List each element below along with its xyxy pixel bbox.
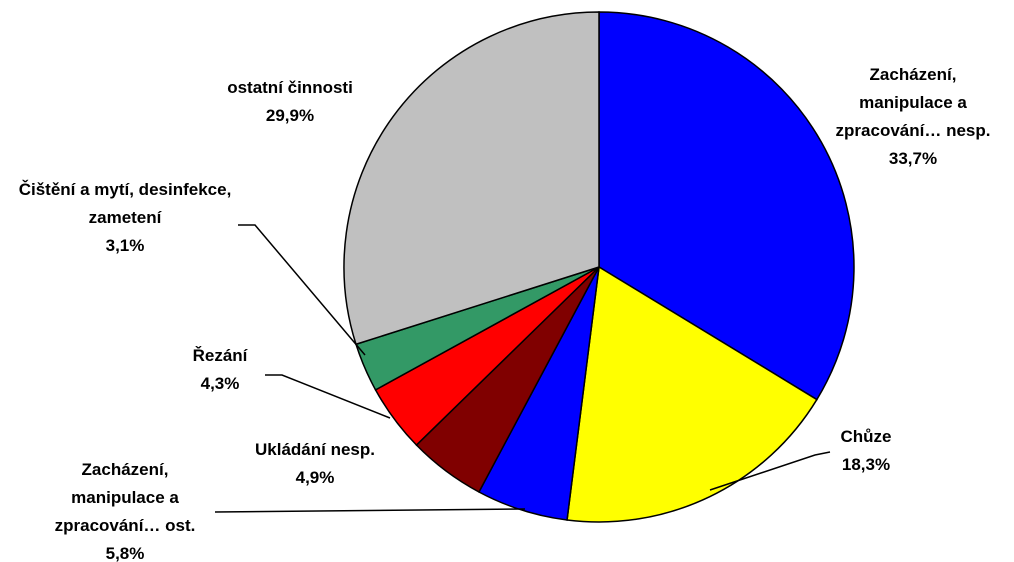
leader-line <box>238 224 366 356</box>
pie-slice <box>343 11 600 346</box>
slice-label: Chůze 18,3% <box>806 423 926 479</box>
slice-value: 18,3% <box>841 455 891 474</box>
pie-slice <box>598 11 855 401</box>
slice-name: Zacházení, manipulace a zpracování… nesp… <box>835 65 991 140</box>
pie-slice <box>566 265 818 523</box>
slice-label: Čištění a mytí, desinfekce, zametení 3,1% <box>18 176 233 260</box>
slice-label: Zacházení, manipulace a zpracování… ost.… <box>38 456 213 562</box>
slice-value: 5,8% <box>105 544 145 562</box>
slice-name: Čištění a mytí, desinfekce, zametení <box>18 180 232 227</box>
slice-name: Zacházení, manipulace a zpracování… ost. <box>54 460 196 535</box>
slice-value: 4,9% <box>295 468 335 487</box>
slice-value: 33,7% <box>888 149 938 168</box>
slice-label: Řezání 4,3% <box>170 342 270 398</box>
leader-line <box>709 451 831 491</box>
slice-label: Ukládání nesp. 4,9% <box>225 436 405 492</box>
slice-name: Chůze <box>840 427 892 446</box>
slice-label: ostatní činnosti 29,9% <box>190 74 390 130</box>
slice-value: 3,1% <box>105 236 145 255</box>
slice-name: Ukládání nesp. <box>255 440 375 459</box>
slice-label: Zacházení, manipulace a zpracování… nesp… <box>826 61 1001 173</box>
slice-name: Řezání <box>192 346 248 365</box>
slice-value: 29,9% <box>265 106 315 125</box>
slice-value: 4,3% <box>200 374 240 393</box>
leader-line <box>214 508 526 513</box>
slice-name: ostatní činnosti <box>227 78 353 97</box>
leader-line <box>265 374 391 419</box>
